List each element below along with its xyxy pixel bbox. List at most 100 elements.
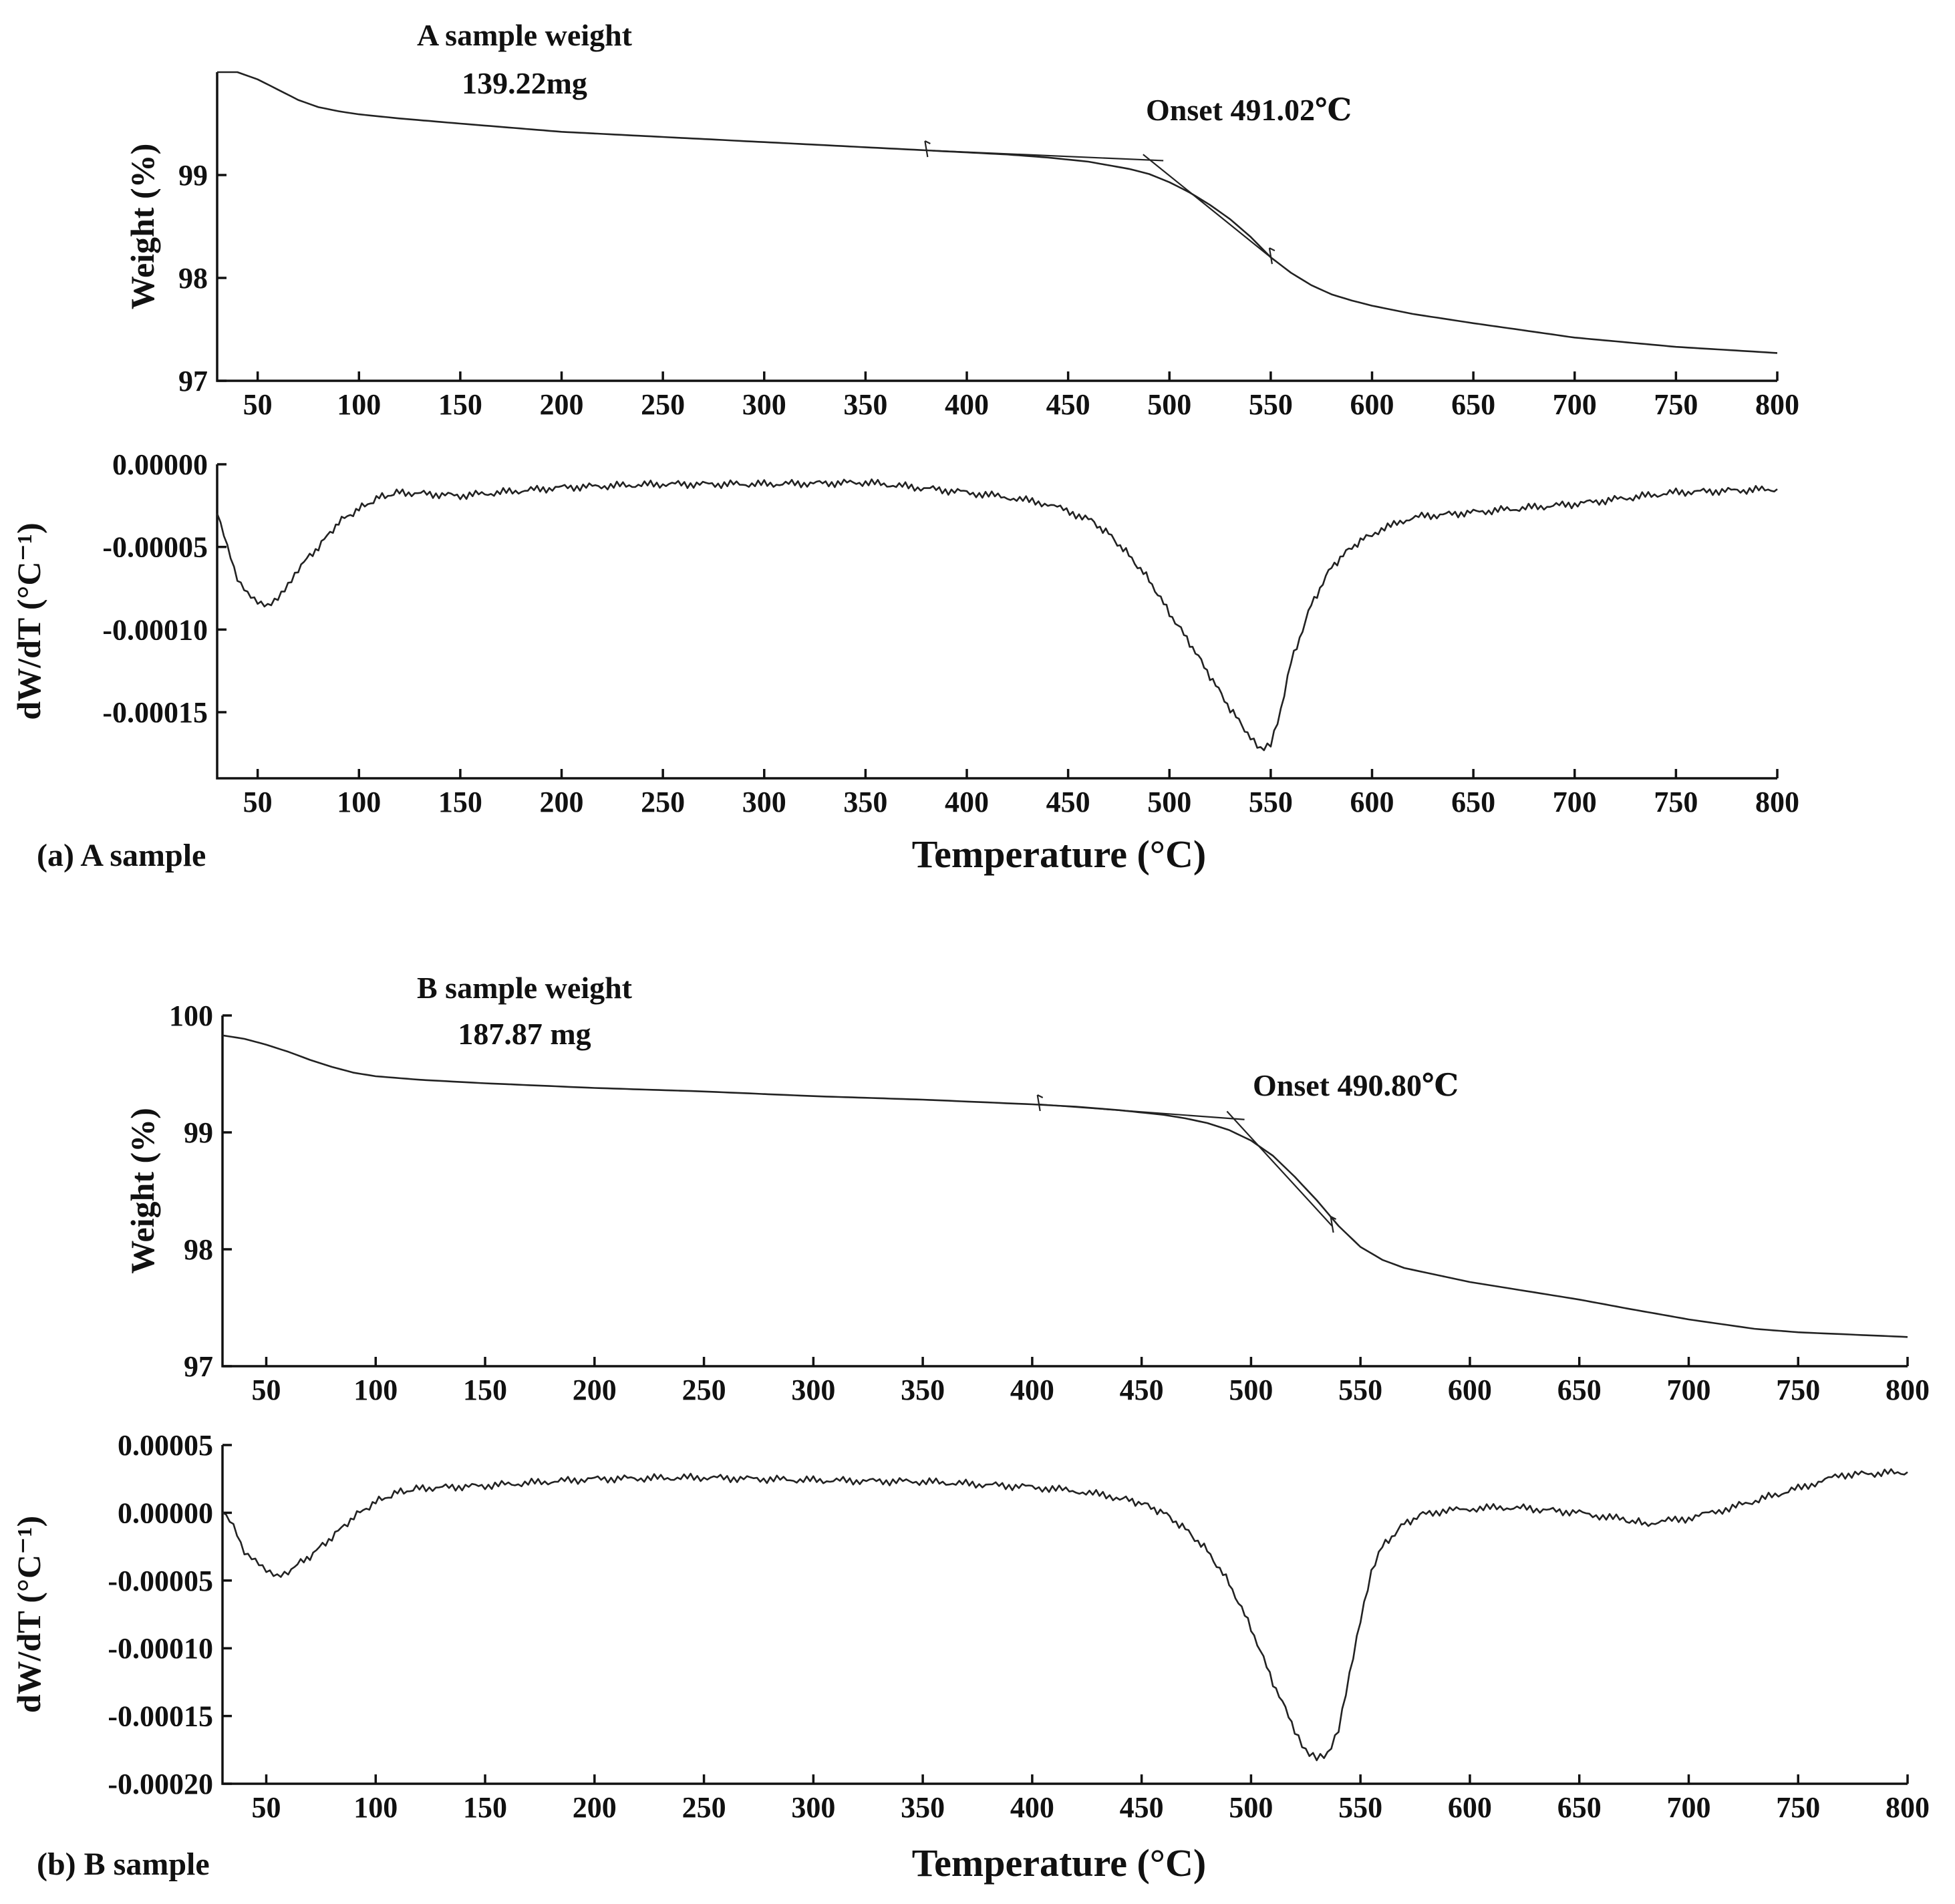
a-annotation-mass: 139.22mg (462, 66, 587, 100)
x-tick-label-800: 800 (1755, 786, 1799, 818)
y-axis-title: Weight (%) (124, 144, 161, 310)
x-tick-label-350: 350 (843, 786, 887, 818)
x-tick-label-550: 550 (1249, 786, 1293, 818)
series-line-dw-dt (216, 478, 1778, 752)
x-tick-label-50: 50 (252, 1791, 281, 1824)
x-tick-label-450: 450 (1120, 1791, 1164, 1824)
x-tick-label-650: 650 (1557, 1791, 1602, 1824)
x-tick-label-650: 650 (1451, 388, 1495, 421)
y-tick-label-2: 99 (178, 159, 208, 192)
x-tick-label-700: 700 (1553, 388, 1597, 421)
x-tick-label-500: 500 (1147, 388, 1191, 421)
x-tick-label-100: 100 (337, 388, 381, 421)
x-tick-label-150: 150 (438, 388, 482, 421)
chart-b-weight: 50 100 150 200 250 300 350 400 450 500 550 600 650 70… (124, 999, 1930, 1406)
y-tick-label-0: 97 (184, 1350, 213, 1383)
onset-tangent-line-0 (926, 149, 1164, 162)
y-tick-label-1: 98 (178, 262, 208, 295)
x-tick-label-300: 300 (742, 786, 786, 818)
a-onset-label: Onset 491.02℃ (1146, 93, 1352, 127)
x-tick-label-350: 350 (843, 388, 887, 421)
x-tick-label-400: 400 (945, 786, 989, 818)
x-tick-label-550: 550 (1338, 1374, 1382, 1406)
a-annotation-title: A sample weight (417, 18, 633, 52)
y-axis-title: dW/dT (°C⁻¹) (10, 1516, 47, 1713)
x-tick-label-400: 400 (1010, 1374, 1054, 1406)
b-onset-label: Onset 490.80℃ (1253, 1068, 1459, 1102)
x-tick-label-200: 200 (540, 388, 584, 421)
x-tick-label-600: 600 (1448, 1791, 1492, 1824)
x-tick-label-500: 500 (1229, 1791, 1273, 1824)
x-tick-label-500: 500 (1229, 1374, 1273, 1406)
x-tick-label-200: 200 (573, 1791, 617, 1824)
x-tick-label-400: 400 (945, 388, 989, 421)
x-tick-label-300: 300 (791, 1374, 835, 1406)
x-tick-label-650: 650 (1557, 1374, 1602, 1406)
y-tick-label-0: 0.00000 (112, 448, 208, 481)
x-tick-label-800: 800 (1755, 388, 1799, 421)
x-tick-label-600: 600 (1350, 388, 1394, 421)
x-tick-label-300: 300 (742, 388, 786, 421)
y-tick-label-0: 97 (178, 365, 208, 398)
b-annotation-title: B sample weight (417, 971, 633, 1005)
chart-a-weight: 50 100 150 200 250 300 350 400 450 500 550 600 650 70… (124, 71, 1799, 421)
series-line-weight (222, 1034, 1908, 1338)
x-tick-label-700: 700 (1666, 1374, 1710, 1406)
chart-b-derivative: 50 100 150 200 250 300 350 400 450 500 550 600 650 70… (10, 1429, 1930, 1824)
x-tick-label-750: 750 (1776, 1374, 1820, 1406)
axes-frame (216, 464, 1777, 780)
x-tick-label-450: 450 (1046, 388, 1090, 421)
x-tick-label-150: 150 (463, 1374, 507, 1406)
onset-tangent-line-1 (1226, 1110, 1333, 1227)
curve-marker-1 (1268, 247, 1275, 265)
onset-tangent-line-0 (1038, 1103, 1245, 1120)
series-line-weight (217, 71, 1778, 354)
y-tick-label-3: -0.00010 (108, 1632, 213, 1665)
x-tick-label-400: 400 (1010, 1791, 1054, 1824)
x-tick-label-550: 550 (1338, 1791, 1382, 1824)
x-tick-label-350: 350 (901, 1374, 945, 1406)
x-tick-label-150: 150 (438, 786, 482, 818)
y-tick-label-1: -0.00005 (102, 531, 208, 564)
a-x-axis-title: Temperature (°C) (912, 832, 1206, 876)
x-tick-label-750: 750 (1654, 388, 1698, 421)
x-tick-label-150: 150 (463, 1791, 507, 1824)
panel-a-label: (a) A sample (37, 838, 206, 873)
y-tick-label-1: 98 (184, 1233, 213, 1266)
x-tick-label-250: 250 (641, 388, 685, 421)
y-tick-label-0: 0.00005 (118, 1429, 213, 1462)
x-tick-label-450: 450 (1120, 1374, 1164, 1406)
y-tick-label-4: -0.00015 (108, 1700, 213, 1733)
x-tick-label-50: 50 (252, 1374, 281, 1406)
y-tick-label-3: 100 (169, 999, 213, 1032)
x-tick-label-250: 250 (682, 1374, 726, 1406)
x-tick-label-250: 250 (641, 786, 685, 818)
x-tick-label-300: 300 (791, 1791, 835, 1824)
y-tick-label-2: -0.00005 (108, 1565, 213, 1597)
x-tick-label-750: 750 (1776, 1791, 1820, 1824)
x-tick-label-750: 750 (1654, 786, 1698, 818)
y-tick-label-2: -0.00010 (102, 613, 208, 646)
x-tick-label-450: 450 (1046, 786, 1090, 818)
x-tick-label-100: 100 (353, 1374, 398, 1406)
x-tick-label-100: 100 (353, 1791, 398, 1824)
x-tick-label-500: 500 (1147, 786, 1191, 818)
axes-frame (221, 1445, 1908, 1785)
curve-marker-0 (924, 140, 931, 158)
x-tick-label-800: 800 (1886, 1374, 1930, 1406)
y-tick-label-5: -0.00020 (108, 1768, 213, 1800)
x-tick-label-350: 350 (901, 1791, 945, 1824)
x-tick-label-200: 200 (573, 1374, 617, 1406)
series-line-dw-dt (222, 1468, 1908, 1762)
x-tick-label-800: 800 (1886, 1791, 1930, 1824)
x-tick-label-700: 700 (1553, 786, 1597, 818)
x-tick-label-700: 700 (1666, 1791, 1710, 1824)
curve-marker-0 (1036, 1094, 1044, 1112)
x-tick-label-600: 600 (1448, 1374, 1492, 1406)
panel-b-label: (b) B sample (37, 1847, 210, 1882)
x-tick-label-50: 50 (243, 786, 273, 818)
y-axis-title: dW/dT (°C⁻¹) (10, 522, 47, 720)
x-tick-label-650: 650 (1451, 786, 1495, 818)
onset-tangent-line-1 (1143, 154, 1271, 259)
